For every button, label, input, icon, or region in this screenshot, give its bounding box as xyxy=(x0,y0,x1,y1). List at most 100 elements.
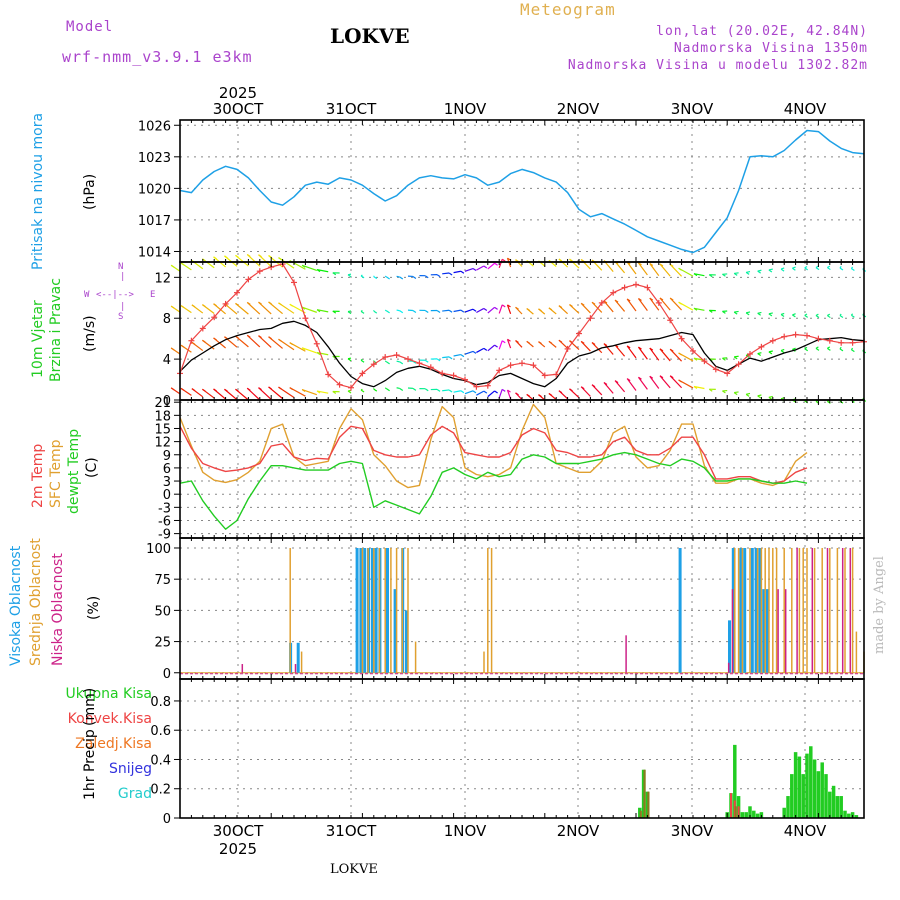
wind-barb-tip xyxy=(862,398,867,402)
wind-barb-tip xyxy=(526,308,531,312)
wind-barb-tip xyxy=(862,350,867,354)
wind-barb xyxy=(637,376,648,390)
wind-barb-tip xyxy=(649,375,654,379)
wind-barb-tip xyxy=(757,395,762,399)
wind-barb-tip xyxy=(851,399,855,403)
wind-barb xyxy=(669,297,683,311)
wind-barb xyxy=(862,313,865,316)
wind-barb-tip xyxy=(626,378,631,382)
wind-barb-tip xyxy=(591,301,596,305)
day-label-bottom: 4NOV xyxy=(784,822,827,840)
wind-barb xyxy=(792,313,796,316)
wind-barb xyxy=(850,398,854,401)
wind-barb-tip xyxy=(538,394,542,398)
wind-barb-tip xyxy=(693,357,698,361)
meteogram-title: Meteogram xyxy=(520,0,616,19)
wind-barb-tip xyxy=(316,390,321,394)
wind-barb-tip xyxy=(278,257,282,261)
precip-legend-conv: Konvek.Kisa xyxy=(67,711,152,727)
wind-barb-tip xyxy=(436,274,441,278)
wind-barb-tip xyxy=(483,265,488,269)
wind-barb xyxy=(591,301,603,313)
wind-barb xyxy=(360,310,363,312)
wind-barb-tip xyxy=(494,306,498,310)
wind-barb-tip xyxy=(614,299,619,303)
wind-barb-tip xyxy=(316,309,321,313)
wind-barb-tip xyxy=(246,253,251,257)
wind-barb xyxy=(815,399,819,402)
wind-barb-tip xyxy=(472,350,477,354)
wind-barb-tip xyxy=(316,352,321,356)
wind-barb-tip xyxy=(591,384,596,388)
wind-barb-tip xyxy=(235,254,239,258)
wind-barb xyxy=(289,303,306,314)
wind-barb-tip xyxy=(745,393,750,397)
wind-barb xyxy=(526,260,534,267)
wind-barb xyxy=(649,375,660,389)
cloud-ylabel-high: Visoka Oblacnost xyxy=(8,545,24,666)
wind-barb xyxy=(746,392,751,395)
wind-barb xyxy=(693,385,705,390)
year-label-top: 2025 xyxy=(219,84,257,102)
wind-barb xyxy=(637,346,648,360)
wind-barb-tip xyxy=(399,276,404,280)
wind-barb xyxy=(487,344,495,352)
wind-barb xyxy=(191,260,204,270)
wind-barb xyxy=(384,275,387,278)
wind-barb-tip xyxy=(708,274,713,278)
wind-barb-tip xyxy=(386,276,390,280)
wind-barb xyxy=(384,360,387,363)
wind-barb-tip xyxy=(224,336,228,340)
wind-barb-tip xyxy=(569,388,573,392)
wind-barb xyxy=(746,311,751,314)
wind-barb xyxy=(580,302,591,314)
wind-barb xyxy=(804,265,808,269)
wind-barb-tip xyxy=(436,358,441,362)
wind-barb-tip xyxy=(460,354,465,358)
lonlat-readout: lon,lat (20.02E, 42.84N) xyxy=(656,24,868,39)
wind-barb-tip xyxy=(301,347,306,351)
day-label-bottom: 30OCT xyxy=(213,822,264,840)
wind-barb-tip xyxy=(360,389,365,393)
wind-barb xyxy=(191,304,204,314)
wind-barb-tip xyxy=(258,335,262,339)
day-label-bottom: 2NOV xyxy=(557,822,600,840)
y-tick-label: 50 xyxy=(154,604,171,619)
y-tick-label: 8 xyxy=(163,312,171,327)
wind-barb xyxy=(498,389,503,399)
wind-barb xyxy=(678,379,694,389)
wind-barb xyxy=(569,388,580,399)
wind-barb-tip xyxy=(373,310,378,314)
wind-barb xyxy=(191,341,204,352)
y-tick-label: 4 xyxy=(163,353,171,368)
wind-barb xyxy=(558,258,569,268)
wind-barb xyxy=(213,388,226,400)
wind-barb-tip xyxy=(827,267,831,271)
wind-barb xyxy=(548,392,557,400)
wind-barb xyxy=(526,340,534,348)
wind-barb xyxy=(734,391,739,394)
wind-barb xyxy=(442,389,450,392)
2m-temp-line xyxy=(179,425,808,484)
wind-barb-tip xyxy=(804,314,809,318)
wind-barb xyxy=(850,347,854,351)
wind-barb xyxy=(792,266,796,269)
wind-barb xyxy=(180,305,192,314)
panel-frame xyxy=(179,119,865,263)
wind-barb-tip xyxy=(678,352,682,356)
wind-barb-tip xyxy=(399,361,404,365)
wind-barb-tip xyxy=(569,304,573,308)
wind-barb-tip xyxy=(460,270,465,274)
wind-barb-tip xyxy=(603,343,608,347)
wind-barb-tip xyxy=(424,388,429,392)
wind-barb xyxy=(498,340,503,350)
wind-barb-tip xyxy=(483,347,488,351)
wind-barb-tip xyxy=(862,268,867,272)
wind-barb-tip xyxy=(202,304,206,308)
wind-barb xyxy=(526,308,534,315)
wind-barb-tip xyxy=(722,273,726,277)
wind-barb-tip xyxy=(170,387,175,391)
wind-barb xyxy=(464,308,474,313)
wind-barb xyxy=(498,259,503,269)
wind-barb-tip xyxy=(678,267,682,271)
